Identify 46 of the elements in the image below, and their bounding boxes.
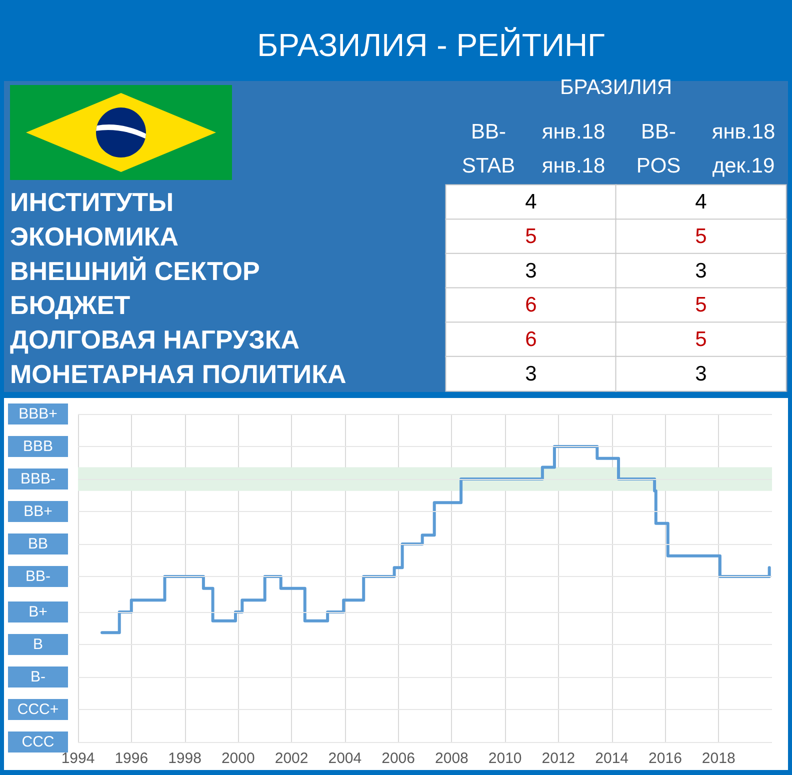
data-label: 5 — [525, 225, 537, 248]
y-tick-label: ДОЛГОВАЯ НАГРУЗКА — [10, 324, 300, 354]
data-label: 4 — [695, 190, 708, 214]
x-axis-title: БРАЗИЛИЯ — [560, 76, 672, 99]
x-tick-label: 2006 — [382, 750, 415, 767]
category-label: BB- янв.18 POS дек.19 — [636, 120, 776, 178]
ref-line-label: B- — [30, 668, 46, 686]
x-tick-label: 2016 — [648, 750, 682, 767]
y-tick-label: ЭКОНОМИКА — [10, 222, 179, 252]
x-tick-label: 2012 — [542, 750, 576, 767]
y-tick-label: ИНСТИТУТЫ — [10, 187, 174, 218]
data-label: 5 — [695, 328, 707, 351]
x-tick-label: 2014 — [595, 750, 629, 767]
x-tick-label: 2018 — [702, 750, 736, 767]
data-label: 3 — [695, 259, 707, 282]
category-label: BB- янв.18 STAB янв.18 — [462, 120, 606, 178]
data-label: 4 — [525, 190, 538, 214]
y-tick-label: МОНЕТАРНАЯ ПОЛИТИКА — [10, 358, 346, 389]
ref-line-label: CCC — [22, 734, 54, 750]
y-tick-label: ВНЕШНИЙ СЕКТОР — [10, 256, 260, 286]
data-label: 5 — [695, 294, 707, 317]
data-label: 3 — [525, 362, 537, 386]
ref-line-label: BB — [28, 536, 48, 553]
x-tick-label: 2000 — [221, 750, 255, 767]
data-label: 5 — [695, 225, 707, 248]
data-label: 6 — [525, 328, 537, 351]
data-label: 6 — [525, 294, 537, 317]
x-tick-label: 1994 — [61, 750, 95, 767]
y-tick-label: БЮДЖЕТ — [10, 290, 130, 320]
ref-line-label: B+ — [28, 603, 48, 620]
x-tick-label: 1996 — [114, 750, 148, 767]
ref-line-label: BB+ — [24, 503, 53, 520]
ref-line-label: BB- — [25, 568, 51, 586]
ref-line-label: B — [32, 636, 44, 653]
data-label: 3 — [525, 259, 537, 282]
x-tick-label: 1998 — [168, 750, 202, 767]
ref-line-label: BBB+ — [18, 406, 58, 422]
x-tick-label: 2002 — [274, 750, 308, 767]
ref-line-label: BBB- — [20, 470, 56, 488]
chart-title: БРАЗИЛИЯ - РЕЙТИНГ — [257, 27, 605, 63]
ref-line-label: CCC+ — [17, 700, 59, 718]
x-tick-label: 2008 — [435, 750, 468, 767]
x-tick-label: 2010 — [488, 750, 522, 767]
x-tick-label: 2004 — [328, 750, 362, 767]
ref-line-label: BBB — [22, 438, 54, 456]
data-label: 3 — [695, 362, 707, 386]
